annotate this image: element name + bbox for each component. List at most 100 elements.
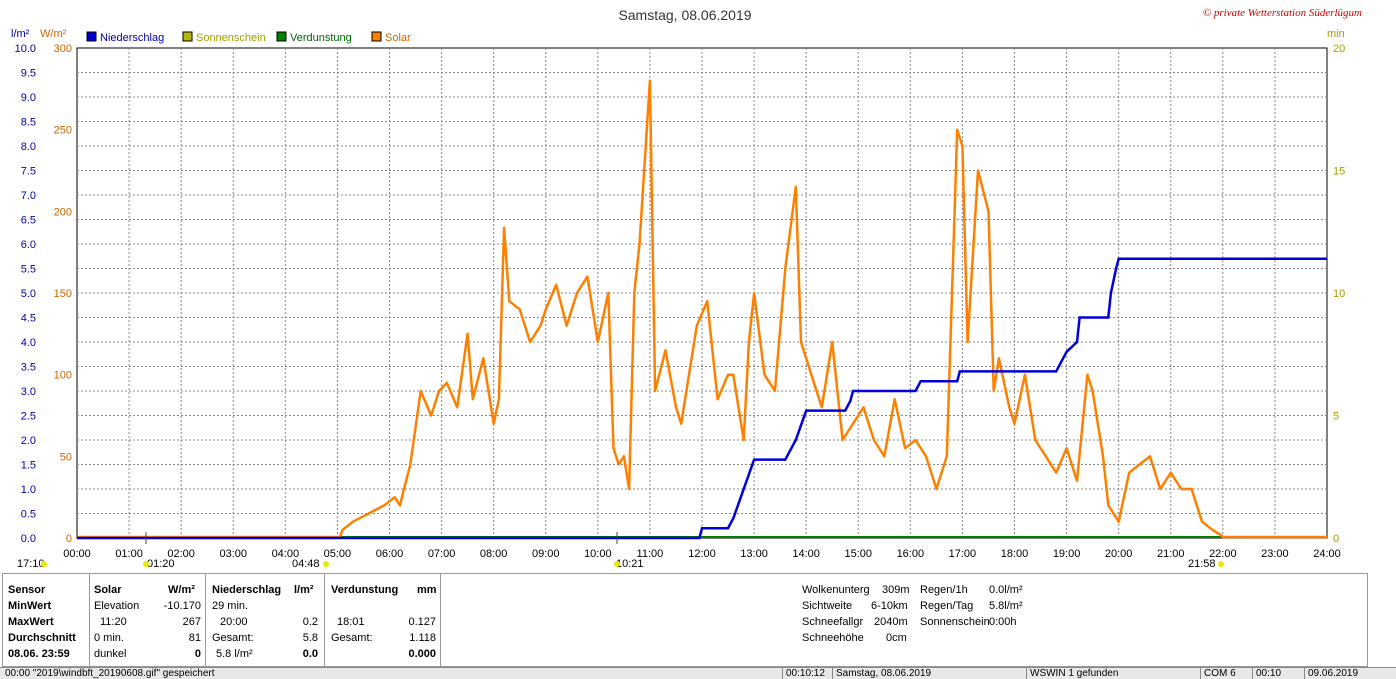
y-left1-tick: 3.0 [21, 386, 36, 398]
y-left1-tick: 5.0 [21, 288, 36, 300]
regen-tag-label: Regen/Tag [920, 600, 974, 612]
y-left1-tick: 0.0 [21, 533, 36, 545]
x-tick: 01:00 [115, 548, 143, 560]
x-tick: 09:00 [532, 548, 560, 560]
y-left2-tick: 200 [54, 206, 72, 218]
solar-cell: 11:20 [100, 616, 127, 628]
sun-icon [323, 561, 329, 567]
legend-label: Niederschlag [100, 32, 164, 44]
verdunstung-cell: 0.000 [408, 648, 436, 660]
status-bar: 00:00 "2019\windbft_20190608.gif" gespei… [0, 667, 1396, 679]
y-right-unit: min [1327, 28, 1345, 40]
y-left1-tick: 4.0 [21, 337, 36, 349]
stats-label: MinWert [8, 600, 52, 612]
x-tick: 23:00 [1261, 548, 1289, 560]
niederschlag-unit: l/m² [294, 584, 314, 596]
y-left2-tick: 250 [54, 125, 72, 137]
stats-verdunstung-col: Verdunstung mm 18:01 0.127 Gesamt: 1.118… [325, 574, 441, 666]
x-tick: 05:00 [324, 548, 352, 560]
solar-cell: dunkel [94, 648, 127, 660]
stats-label: MaxWert [8, 616, 54, 628]
regen-tag-value: 5.8l/m² [989, 600, 1023, 612]
sonnenschein-value: 0:00h [989, 616, 1017, 628]
y-left1-tick: 3.5 [21, 362, 36, 374]
sichtweite-label: Sichtweite [802, 600, 853, 612]
stats-panel: Sensor MinWert MaxWert Durchschnitt 08.0… [2, 573, 1368, 667]
solar-cell: 81 [188, 632, 201, 644]
y-right-tick: 15 [1333, 166, 1345, 178]
y-left1-unit: l/m² [11, 28, 30, 40]
wolkenunterg-label: Wolkenunterg [802, 584, 870, 596]
y-left1-tick: 0.5 [21, 509, 36, 521]
y-left1-tick: 4.5 [21, 313, 36, 325]
stats-label: Durchschnitt [8, 632, 76, 644]
y-left1-tick: 10.0 [15, 43, 36, 55]
y-left1-tick: 7.5 [21, 166, 36, 178]
x-tick: 15:00 [844, 548, 872, 560]
stats-label: Sensor [8, 584, 46, 596]
stats-solar-col: Solar W/m² Elevation -10.170 11:20 267 0… [90, 574, 206, 666]
x-tick: 14:00 [792, 548, 820, 560]
regen-1h-value: 0.0l/m² [989, 584, 1023, 596]
x-tick: 00:00 [63, 548, 91, 560]
sun-mark-label: 04:48 [292, 558, 320, 570]
status-time: 00:10:12 [782, 668, 834, 679]
verdunstung-cell: 0.127 [408, 616, 436, 628]
stats-labels-col: Sensor MinWert MaxWert Durchschnitt 08.0… [3, 574, 90, 666]
x-tick: 08:00 [480, 548, 508, 560]
niederschlag-cell: 5.8 [302, 632, 318, 644]
legend-swatch [182, 31, 193, 42]
status-clock: 00:10 [1252, 668, 1306, 679]
x-tick: 22:00 [1209, 548, 1237, 560]
niederschlag-cell: 0.0 [302, 648, 318, 660]
sichtweite-value: 6-10km [871, 600, 908, 612]
solar-cell: 0 min. [94, 632, 124, 644]
chart-axes: 0.0 0.5 1.0 1.5 2.0 2.5 3.0 3.5 4.0 4.5 5.0 5.5 6.0 6… [11, 28, 1345, 560]
niederschlag-cell: 20:00 [220, 616, 248, 628]
x-tick: 12:00 [688, 548, 716, 560]
stats-label: 08.06. 23:59 [8, 648, 70, 660]
verdunstung-cell: 18:01 [337, 616, 365, 628]
x-tick: 07:00 [428, 548, 456, 560]
legend-label: Verdunstung [290, 32, 352, 44]
x-tick: 16:00 [897, 548, 925, 560]
sun-icon [1218, 561, 1224, 567]
x-tick: 21:00 [1157, 548, 1185, 560]
x-tick: 17:00 [949, 548, 977, 560]
x-tick: 02:00 [167, 548, 195, 560]
y-right-tick: 5 [1333, 411, 1339, 423]
y-left2-tick: 300 [54, 43, 72, 55]
legend-label: Sonnenschein [196, 32, 266, 44]
y-left2-tick: 0 [66, 533, 72, 545]
x-tick: 03:00 [219, 548, 247, 560]
x-tick: 24:00 [1313, 548, 1341, 560]
x-tick: 04:00 [272, 548, 300, 560]
y-left1-tick: 8.5 [21, 117, 36, 129]
verdunstung-header: Verdunstung [331, 584, 399, 596]
sun-icon [614, 561, 620, 567]
chart-grid [76, 47, 1328, 539]
solar-header: Solar [94, 584, 122, 596]
niederschlag-cell: 0.2 [302, 616, 318, 628]
y-left1-tick: 6.0 [21, 239, 36, 251]
sun-mark-label: 17:10 [17, 558, 45, 570]
y-left2-tick: 150 [54, 288, 72, 300]
series-solar [77, 79, 1327, 539]
y-left1-tick: 7.0 [21, 190, 36, 202]
x-tick: 11:00 [637, 548, 664, 560]
x-tick: 13:00 [740, 548, 768, 560]
y-left1-tick: 1.0 [21, 484, 36, 496]
schneefallgr-value: 2040m [874, 616, 908, 628]
y-right-tick: 20 [1333, 43, 1345, 55]
sonnenschein-label: Sonnenschein [920, 616, 990, 628]
series-niederschlag [77, 257, 1327, 540]
y-left1-tick: 8.0 [21, 141, 36, 153]
x-tick: 10:00 [584, 548, 612, 560]
y-left2-tick: 50 [60, 451, 72, 463]
solar-cell: Elevation [94, 600, 140, 612]
sun-mark-label: 21:58 [1188, 558, 1216, 570]
schneehoehe-value: 0cm [886, 632, 907, 644]
niederschlag-cell: Gesamt: [212, 632, 254, 644]
y-left1-tick: 2.5 [21, 411, 36, 423]
y-right-tick: 10 [1333, 288, 1345, 300]
